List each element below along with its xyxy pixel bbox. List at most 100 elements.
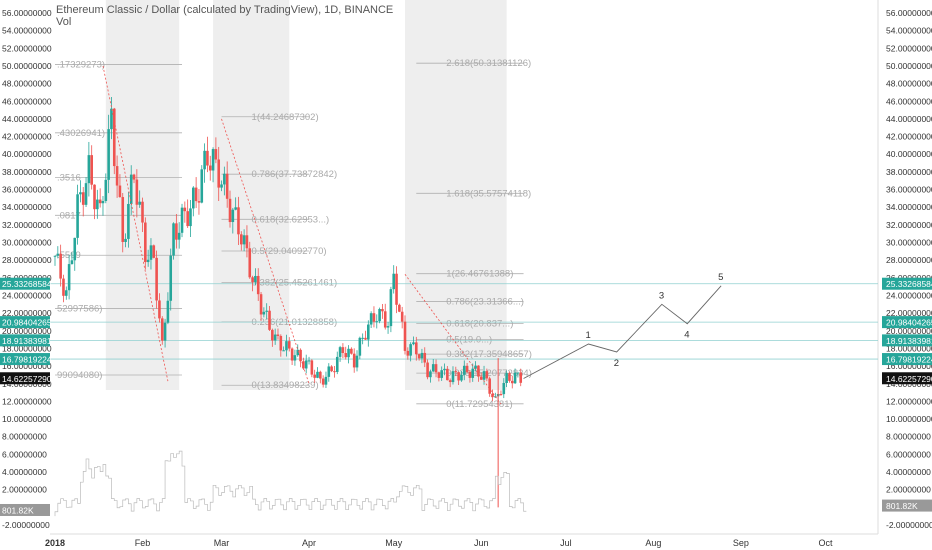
candle-body xyxy=(115,166,119,186)
price-tick-right: 2.00000000 xyxy=(886,485,931,495)
candle-body xyxy=(70,260,74,265)
candle-body xyxy=(192,187,195,209)
candle-body xyxy=(248,248,252,278)
candle-body xyxy=(505,373,508,384)
candle-body xyxy=(389,289,393,327)
time-tick: Mar xyxy=(214,538,230,548)
candle-body xyxy=(355,355,359,368)
fib-level-label: 99094080) xyxy=(57,370,102,381)
candle-body xyxy=(180,207,184,233)
fib-level-label: 0.5(29.04092770) xyxy=(252,246,327,257)
candle-body xyxy=(118,185,122,198)
candle-body xyxy=(251,277,254,283)
fib-level-label: 1(44.24687302) xyxy=(252,112,319,123)
wave-label: 5 xyxy=(718,272,723,283)
price-tick-right: 36.00000000 xyxy=(886,185,932,195)
candle-body xyxy=(155,257,158,301)
price-tick-left: 4.00000000 xyxy=(2,467,47,477)
candle-body xyxy=(513,372,517,384)
price-tick-left: 52.00000000 xyxy=(2,43,52,53)
shaded-range xyxy=(405,0,507,390)
candle-body xyxy=(482,371,486,380)
candle-body xyxy=(319,371,322,379)
candle-body xyxy=(423,352,427,363)
fib-level-label: 1.618(35.57574118) xyxy=(446,188,531,199)
fib-level-label: .3516 xyxy=(57,173,81,184)
candle-body xyxy=(160,318,164,341)
candle-body xyxy=(381,309,384,312)
fib-level-label: 0.618(32.62953...) xyxy=(252,214,330,225)
candle-body xyxy=(451,371,455,383)
candle-body xyxy=(175,223,178,240)
candle-body xyxy=(479,376,483,380)
candle-body xyxy=(293,355,297,361)
candle-body xyxy=(344,353,348,358)
candle-body xyxy=(338,347,342,357)
candle-body xyxy=(239,234,243,245)
candle-body xyxy=(508,373,511,381)
candle-body xyxy=(406,350,410,356)
trend-dashed-line xyxy=(221,118,310,384)
level-badge-right-text: 16.79819224 xyxy=(886,355,932,365)
candle-body xyxy=(256,275,260,295)
candle-body xyxy=(107,129,110,180)
candle-body xyxy=(350,348,353,354)
price-tick-left: 32.00000000 xyxy=(2,220,52,230)
wave-projection-path xyxy=(523,285,722,379)
candle-body xyxy=(302,361,305,369)
price-tick-right: 22.00000000 xyxy=(886,308,932,318)
candle-body xyxy=(186,211,189,227)
time-tick: Feb xyxy=(135,538,151,548)
fib-level-label: 0(13.83498239) xyxy=(252,380,319,391)
candle-body xyxy=(392,273,396,290)
candle-body xyxy=(437,372,441,378)
candle-body xyxy=(76,194,79,238)
candle-body xyxy=(375,321,379,323)
last-price-text-right: 14.62257290 xyxy=(886,374,932,384)
candle-body xyxy=(465,365,469,372)
candle-body xyxy=(96,199,99,210)
candle-body xyxy=(84,183,88,205)
candle-body xyxy=(81,192,85,205)
fib-level-label: .17329273) xyxy=(57,59,105,70)
candle-body xyxy=(211,149,215,171)
candle-body xyxy=(79,192,82,195)
candle-body xyxy=(431,364,435,372)
candle-body xyxy=(152,245,156,258)
candle-body xyxy=(59,253,62,279)
candle-body xyxy=(262,311,266,315)
candle-body xyxy=(271,329,274,341)
candle-body xyxy=(217,159,221,188)
candle-body xyxy=(273,334,277,341)
last-price-badge-right xyxy=(882,372,932,385)
candle-body xyxy=(237,207,240,235)
candle-body xyxy=(93,184,96,210)
candle-body xyxy=(169,255,173,301)
fib-level-label: 0.786(23.31366...) xyxy=(446,297,524,308)
price-tick-right: 24.00000000 xyxy=(886,290,932,300)
price-tick-right: 10.00000000 xyxy=(886,414,932,424)
time-tick: Jun xyxy=(474,538,489,548)
candle-body xyxy=(141,201,144,223)
fib-level-label: 0.236(15.20772834) xyxy=(446,368,532,379)
candle-body xyxy=(73,237,77,261)
candle-body xyxy=(172,223,175,256)
volume-badge-left xyxy=(0,503,50,516)
candle-body xyxy=(98,199,102,204)
price-tick-left: 28.00000000 xyxy=(2,255,52,265)
candle-body xyxy=(183,207,187,212)
candle-body xyxy=(53,255,57,257)
chart-title: Ethereum Classic / Dollar (calculated by… xyxy=(56,4,394,16)
price-tick-left: 20.00000000 xyxy=(2,326,52,336)
price-tick-left: 18.00000000 xyxy=(2,343,52,353)
last-price-badge-left xyxy=(0,372,50,385)
candle-body xyxy=(290,348,294,361)
price-tick-left: 54.00000000 xyxy=(2,26,52,36)
time-tick: Jul xyxy=(560,538,572,548)
level-badge-left-text: 16.79819224 xyxy=(2,355,52,365)
level-badge-right-text: 18.91383981 xyxy=(886,336,932,346)
candle-body xyxy=(245,235,249,249)
candle-body xyxy=(316,371,319,378)
candle-body xyxy=(129,174,133,204)
